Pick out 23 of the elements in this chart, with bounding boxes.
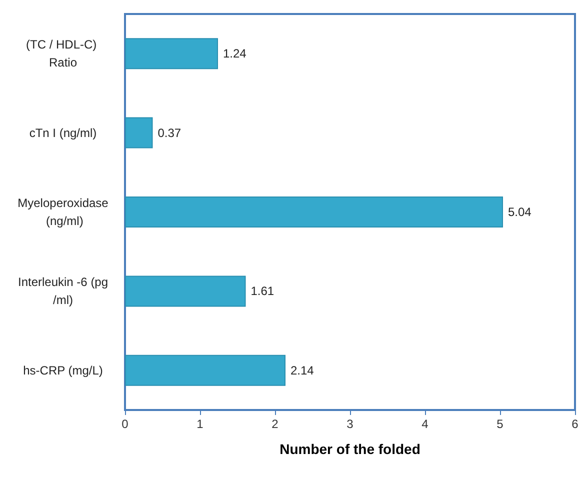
data-label: 5.04 xyxy=(508,205,532,219)
x-tick-label: 0 xyxy=(122,417,129,431)
x-tick-label: 4 xyxy=(422,417,429,431)
bar xyxy=(125,354,286,386)
x-tick-label: 6 xyxy=(572,417,579,431)
x-tick-label: 1 xyxy=(196,417,204,431)
x-tick-label: 2 xyxy=(272,417,279,431)
data-label: 1.24 xyxy=(223,46,247,61)
x-tick-label: 3 xyxy=(346,417,354,431)
y-tick-label: Myeloperoxidase (ng/ml) xyxy=(18,196,109,228)
x-axis-title: Number of the folded xyxy=(280,441,420,457)
bar xyxy=(125,117,153,148)
y-tick-label: (TC / HDL-C) Ratio xyxy=(26,38,100,70)
bar xyxy=(125,38,218,70)
bar xyxy=(125,276,246,307)
data-label: 0.37 xyxy=(158,126,182,140)
x-tick-label: 5 xyxy=(496,417,504,431)
data-label: 1.61 xyxy=(250,284,274,298)
y-tick-label: Interleukin -6 (pg/ml) xyxy=(18,275,108,308)
y-tick-label: cTn I (ng/ml) xyxy=(29,126,97,140)
y-tick-label: hs-CRP (mg/L) xyxy=(23,363,103,378)
bar xyxy=(125,196,503,228)
data-label: 2.14 xyxy=(290,363,314,378)
